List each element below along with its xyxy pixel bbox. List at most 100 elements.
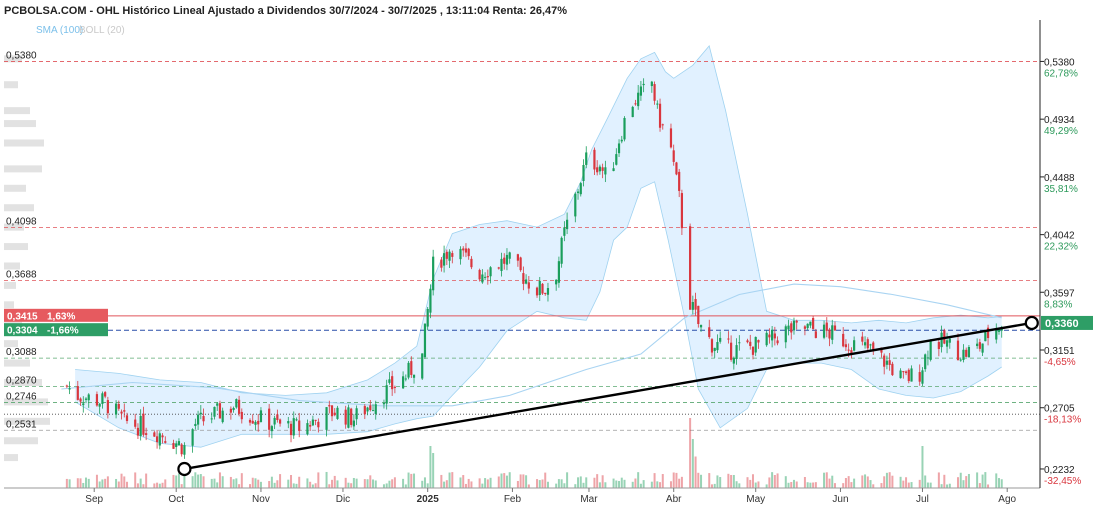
volume-bar (508, 472, 511, 488)
volume-bar (757, 481, 760, 488)
candle-body (579, 183, 582, 195)
candle-body (861, 336, 864, 342)
volume-bar (924, 475, 927, 488)
volume-profile-bar (4, 55, 22, 63)
volume-bar (516, 480, 519, 488)
volume-bar (199, 474, 202, 488)
price-box (4, 323, 108, 337)
volume-bar (672, 472, 675, 488)
candle-body (426, 308, 429, 327)
volume-bar (546, 481, 549, 488)
y-tick-label: 0,2232 (1044, 465, 1075, 476)
candle-body (328, 405, 331, 407)
y-tick-pct: 22,32% (1044, 242, 1078, 253)
volume-bar (885, 472, 888, 488)
candle-body (891, 363, 894, 376)
volume-bar (601, 475, 604, 488)
volume-bar (177, 473, 180, 488)
candle-body (273, 417, 276, 425)
volume-profile (4, 55, 50, 462)
volume-profile-bar (4, 81, 18, 89)
level-labels: 0,5380 0,4098 0,3688 0,3088 0,2870 0,2746 0,25… (4, 50, 1093, 430)
candle-body (986, 327, 990, 339)
candle-body (978, 342, 981, 349)
x-tick-label: Dic (336, 494, 350, 505)
volume-bar (527, 484, 530, 488)
volume-bar (700, 474, 703, 488)
candle-body (560, 237, 563, 264)
volume-bar (158, 483, 161, 488)
candle-body (945, 340, 949, 347)
y-tick-label: 0,4934 (1044, 115, 1075, 126)
candle-body (76, 386, 79, 400)
candle-body (155, 436, 159, 443)
candle-body (708, 327, 711, 337)
level-label: 0,4098 (6, 216, 37, 227)
volume-bar (710, 484, 713, 488)
candle-body (593, 149, 596, 170)
candle-body (210, 418, 213, 420)
candle-body (298, 420, 301, 431)
volume-bar (680, 476, 683, 488)
level-label: 0,2870 (6, 375, 37, 386)
candle-body (866, 339, 869, 349)
candle-body (535, 287, 539, 296)
candle-body (885, 360, 889, 365)
volume-bar (229, 476, 232, 488)
volume-bar (536, 479, 539, 488)
candle-body (344, 409, 347, 425)
candle-body (355, 408, 358, 420)
candle-body (527, 282, 530, 289)
y-tick-pct: 49,29% (1044, 126, 1078, 137)
volume-bar (716, 475, 719, 488)
candle-body (393, 386, 396, 388)
volume-bar (115, 478, 118, 488)
volume-bar (555, 483, 558, 488)
candle-body (910, 368, 913, 382)
candle-body (847, 349, 850, 351)
volume-bar (497, 476, 500, 488)
volume-bar (1000, 479, 1003, 488)
volume-bar (290, 475, 293, 488)
volume-bar (82, 482, 85, 488)
candle-body (259, 410, 263, 422)
volume-bar (355, 478, 358, 488)
y-tick-label: 0,4488 (1044, 173, 1075, 184)
candle-body (369, 405, 372, 411)
volume-bar (784, 476, 787, 488)
volume-bar (937, 472, 940, 488)
volume-bar (905, 477, 908, 488)
volume-bar (382, 484, 385, 488)
candle-body (125, 415, 129, 422)
candle-body (391, 376, 394, 390)
candle-body (309, 425, 312, 427)
price-box-pct: -1,66% (47, 326, 79, 337)
volume-bar (771, 472, 774, 488)
candle-body (505, 254, 509, 265)
candle-body (650, 81, 653, 87)
candle-body (689, 226, 692, 310)
volume-profile-bar (4, 378, 42, 386)
candle-body (68, 388, 71, 390)
candle-body (330, 405, 334, 417)
volume-bar (194, 472, 197, 488)
candle-body (965, 349, 968, 357)
candle-body (751, 346, 755, 355)
candle-body (738, 342, 741, 344)
candle-body (617, 143, 621, 154)
volume-bar (210, 478, 213, 488)
candle-body (940, 332, 943, 348)
volume-bar (866, 476, 869, 488)
candle-body (574, 193, 577, 217)
volume-bar (445, 480, 448, 488)
volume-bar (270, 476, 273, 488)
volume-bar (145, 473, 148, 488)
level-label: 0,2531 (6, 419, 37, 430)
volume-bar (336, 480, 339, 488)
candle-body (833, 325, 837, 331)
candle-body (278, 419, 282, 424)
volume-bar (251, 477, 254, 488)
volume-bar (579, 476, 582, 488)
volume-bar (317, 472, 320, 488)
volume-bar (172, 474, 175, 488)
